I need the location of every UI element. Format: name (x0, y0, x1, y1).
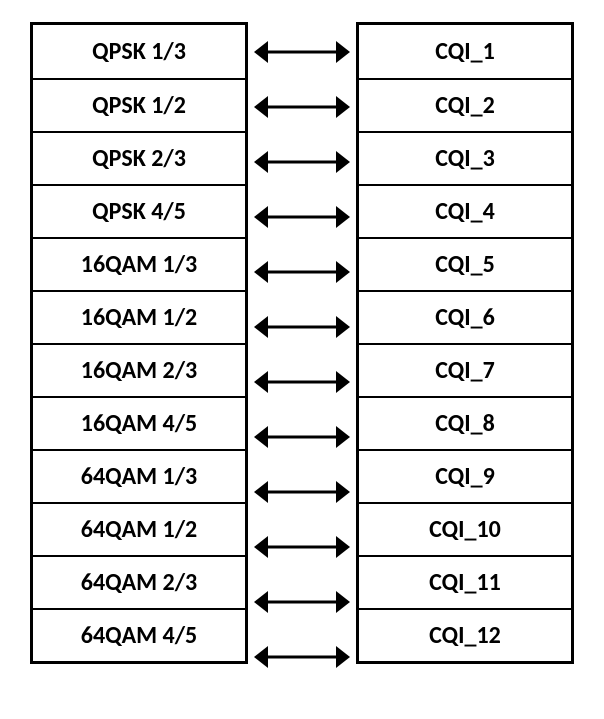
double-arrow-icon (254, 480, 350, 504)
double-arrow-icon (254, 40, 350, 64)
arrow-row (248, 25, 356, 78)
arrow-column (248, 22, 356, 683)
double-arrow-icon (254, 205, 350, 229)
arrow-row (248, 245, 356, 298)
cqi-cell: CQI_2 (359, 78, 571, 131)
mcs-cell: 16QAM 1/3 (33, 237, 245, 290)
mcs-cell: 16QAM 2/3 (33, 343, 245, 396)
double-arrow-icon (254, 645, 350, 669)
cqi-column: CQI_1 CQI_2 CQI_3 CQI_4 CQI_5 CQI_6 CQI_… (356, 22, 574, 664)
arrow-row (248, 630, 356, 683)
mcs-cell: QPSK 4/5 (33, 184, 245, 237)
cqi-cell: CQI_7 (359, 343, 571, 396)
arrow-row (248, 135, 356, 188)
double-arrow-icon (254, 260, 350, 284)
cqi-cell: CQI_4 (359, 184, 571, 237)
mcs-cell: 64QAM 4/5 (33, 608, 245, 661)
cqi-cell: CQI_1 (359, 25, 571, 78)
cqi-cell: CQI_10 (359, 502, 571, 555)
mcs-cell: QPSK 1/2 (33, 78, 245, 131)
arrow-row (248, 80, 356, 133)
cqi-cell: CQI_5 (359, 237, 571, 290)
mcs-cell: 16QAM 1/2 (33, 290, 245, 343)
double-arrow-icon (254, 535, 350, 559)
arrow-row (248, 465, 356, 518)
mcs-cell: 64QAM 2/3 (33, 555, 245, 608)
cqi-cell: CQI_11 (359, 555, 571, 608)
mcs-cell: 64QAM 1/3 (33, 449, 245, 502)
arrow-row (248, 300, 356, 353)
double-arrow-icon (254, 95, 350, 119)
cqi-cell: CQI_9 (359, 449, 571, 502)
arrow-row (248, 410, 356, 463)
arrow-row (248, 190, 356, 243)
double-arrow-icon (254, 150, 350, 174)
arrow-row (248, 575, 356, 628)
mcs-cell: QPSK 2/3 (33, 131, 245, 184)
mcs-cell: QPSK 1/3 (33, 25, 245, 78)
arrow-row (248, 355, 356, 408)
double-arrow-icon (254, 370, 350, 394)
cqi-cell: CQI_12 (359, 608, 571, 661)
cqi-cell: CQI_6 (359, 290, 571, 343)
arrow-row (248, 520, 356, 573)
double-arrow-icon (254, 425, 350, 449)
cqi-cell: CQI_8 (359, 396, 571, 449)
double-arrow-icon (254, 590, 350, 614)
cqi-cell: CQI_3 (359, 131, 571, 184)
mapping-diagram: QPSK 1/3 QPSK 1/2 QPSK 2/3 QPSK 4/5 16QA… (30, 22, 574, 683)
mcs-cell: 64QAM 1/2 (33, 502, 245, 555)
mcs-column: QPSK 1/3 QPSK 1/2 QPSK 2/3 QPSK 4/5 16QA… (30, 22, 248, 664)
double-arrow-icon (254, 315, 350, 339)
mcs-cell: 16QAM 4/5 (33, 396, 245, 449)
